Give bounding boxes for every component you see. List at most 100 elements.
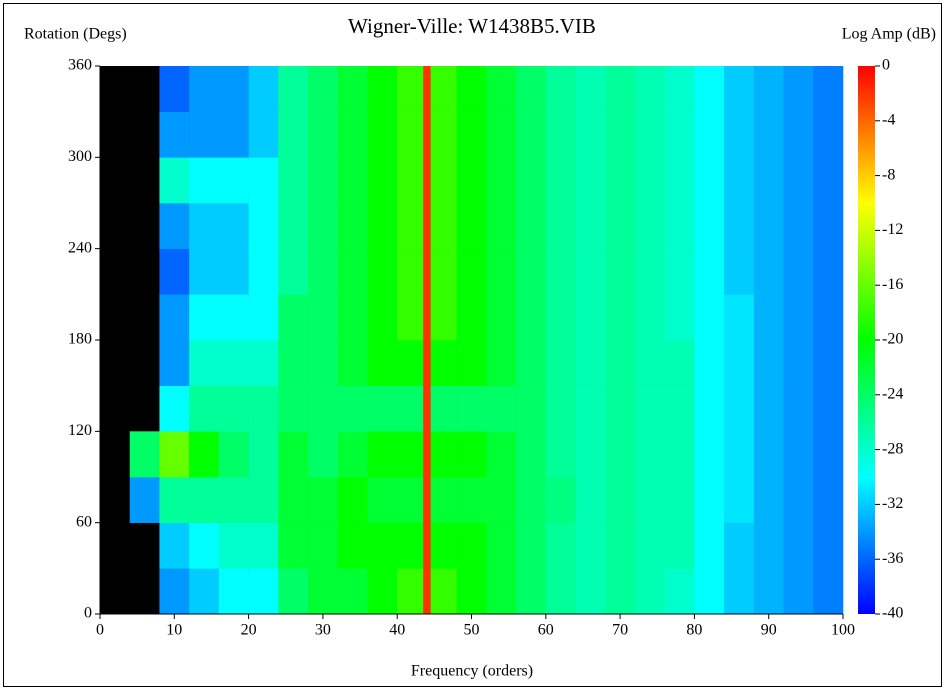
heatmap-cell — [337, 340, 368, 386]
heatmap-cell — [430, 248, 457, 295]
heatmap-cell — [605, 111, 636, 158]
heatmap-cell — [397, 477, 424, 523]
heatmap-cell — [159, 477, 190, 523]
heatmap-cell — [545, 248, 576, 295]
heatmap-cell — [605, 66, 636, 112]
heatmap-cell — [423, 203, 431, 249]
heatmap-cell — [337, 248, 368, 295]
colorbar-label: Log Amp (dB) — [842, 26, 936, 43]
heatmap-cell — [813, 294, 844, 341]
heatmap-cell — [278, 385, 309, 432]
heatmap-cell — [664, 157, 695, 204]
heatmap-cell — [456, 203, 487, 249]
heatmap-cell — [423, 248, 431, 295]
x-tick-label: 20 — [241, 622, 257, 639]
heatmap-cell — [605, 477, 636, 523]
heatmap-cell — [753, 340, 784, 386]
heatmap-cell — [189, 385, 220, 432]
heatmap-cell — [694, 111, 725, 158]
heatmap-cell — [783, 385, 814, 432]
heatmap-cell — [753, 294, 784, 341]
heatmap-cell — [278, 294, 309, 341]
heatmap-cell — [430, 522, 457, 569]
heatmap-cell — [278, 203, 309, 249]
x-tick-label: 80 — [686, 622, 702, 639]
heatmap-cell — [430, 111, 457, 158]
heatmap-cell — [397, 431, 424, 478]
heatmap-cell — [308, 111, 339, 158]
heatmap-cell — [456, 157, 487, 204]
colorbar-tick-label: -20 — [882, 331, 903, 348]
heatmap-cell — [486, 477, 517, 523]
heatmap-cell — [430, 385, 457, 432]
heatmap-cell — [248, 340, 279, 386]
colorbar-tick-label: -36 — [882, 550, 903, 567]
x-tick-label: 40 — [389, 622, 405, 639]
heatmap-cell — [337, 385, 368, 432]
heatmap-cell — [516, 522, 547, 569]
heatmap-cell — [308, 568, 339, 615]
heatmap-cell — [694, 522, 725, 569]
heatmap-cell — [664, 385, 695, 432]
heatmap-cell — [189, 111, 220, 158]
heatmap-cell — [516, 431, 547, 478]
heatmap-cell — [367, 294, 398, 341]
heatmap-cell — [337, 294, 368, 341]
colorbar-tick-label: 0 — [882, 57, 890, 74]
heatmap-cell — [367, 477, 398, 523]
heatmap-cell — [783, 66, 814, 112]
heatmap-cell — [694, 340, 725, 386]
heatmap-cell — [248, 111, 279, 158]
heatmap-cell — [486, 111, 517, 158]
heatmap-cell — [308, 248, 339, 295]
heatmap-cell — [308, 431, 339, 478]
heatmap-cell — [516, 203, 547, 249]
heatmap-cell — [423, 294, 431, 341]
heatmap-cell — [634, 248, 665, 295]
heatmap-cell — [308, 203, 339, 249]
heatmap-cell — [189, 294, 220, 341]
heatmap-cell — [430, 340, 457, 386]
heatmap-cell — [575, 111, 606, 158]
y-tick-label: 0 — [84, 605, 92, 622]
heatmap-cell — [634, 477, 665, 523]
heatmap-cell — [397, 568, 424, 615]
heatmap-cell — [634, 111, 665, 158]
heatmap-cell — [486, 66, 517, 112]
heatmap-cell — [813, 111, 844, 158]
y-tick-label: 180 — [68, 331, 92, 348]
x-tick-label: 70 — [612, 622, 628, 639]
heatmap-cell — [129, 431, 160, 478]
heatmap-cell — [575, 248, 606, 295]
heatmap-cell — [753, 248, 784, 295]
heatmap-cell — [516, 111, 547, 158]
heatmap-cell — [634, 522, 665, 569]
heatmap-cell — [634, 568, 665, 615]
heatmap-cell — [159, 111, 190, 158]
x-tick-label: 60 — [538, 622, 554, 639]
heatmap-cell — [724, 477, 755, 523]
x-tick-label: 10 — [166, 622, 182, 639]
heatmap-cell — [367, 66, 398, 112]
heatmap-cell — [634, 203, 665, 249]
heatmap-cell — [248, 203, 279, 249]
heatmap-cell — [516, 294, 547, 341]
heatmap-cell — [159, 157, 190, 204]
colorbar-tick-label: -32 — [882, 495, 903, 512]
x-tick-label: 50 — [464, 622, 480, 639]
heatmap-cell — [724, 203, 755, 249]
heatmap-cell — [248, 568, 279, 615]
heatmap-cell — [694, 66, 725, 112]
heatmap-cell — [218, 66, 249, 112]
heatmap-cell — [545, 477, 576, 523]
heatmap-cell — [278, 340, 309, 386]
heatmap-cell — [218, 340, 249, 386]
heatmap-cell — [456, 294, 487, 341]
heatmap-cell — [813, 431, 844, 478]
heatmap-cell — [248, 477, 279, 523]
heatmap-cell — [753, 111, 784, 158]
heatmap-cell — [423, 111, 431, 158]
heatmap-cell — [605, 522, 636, 569]
heatmap-cell — [813, 203, 844, 249]
